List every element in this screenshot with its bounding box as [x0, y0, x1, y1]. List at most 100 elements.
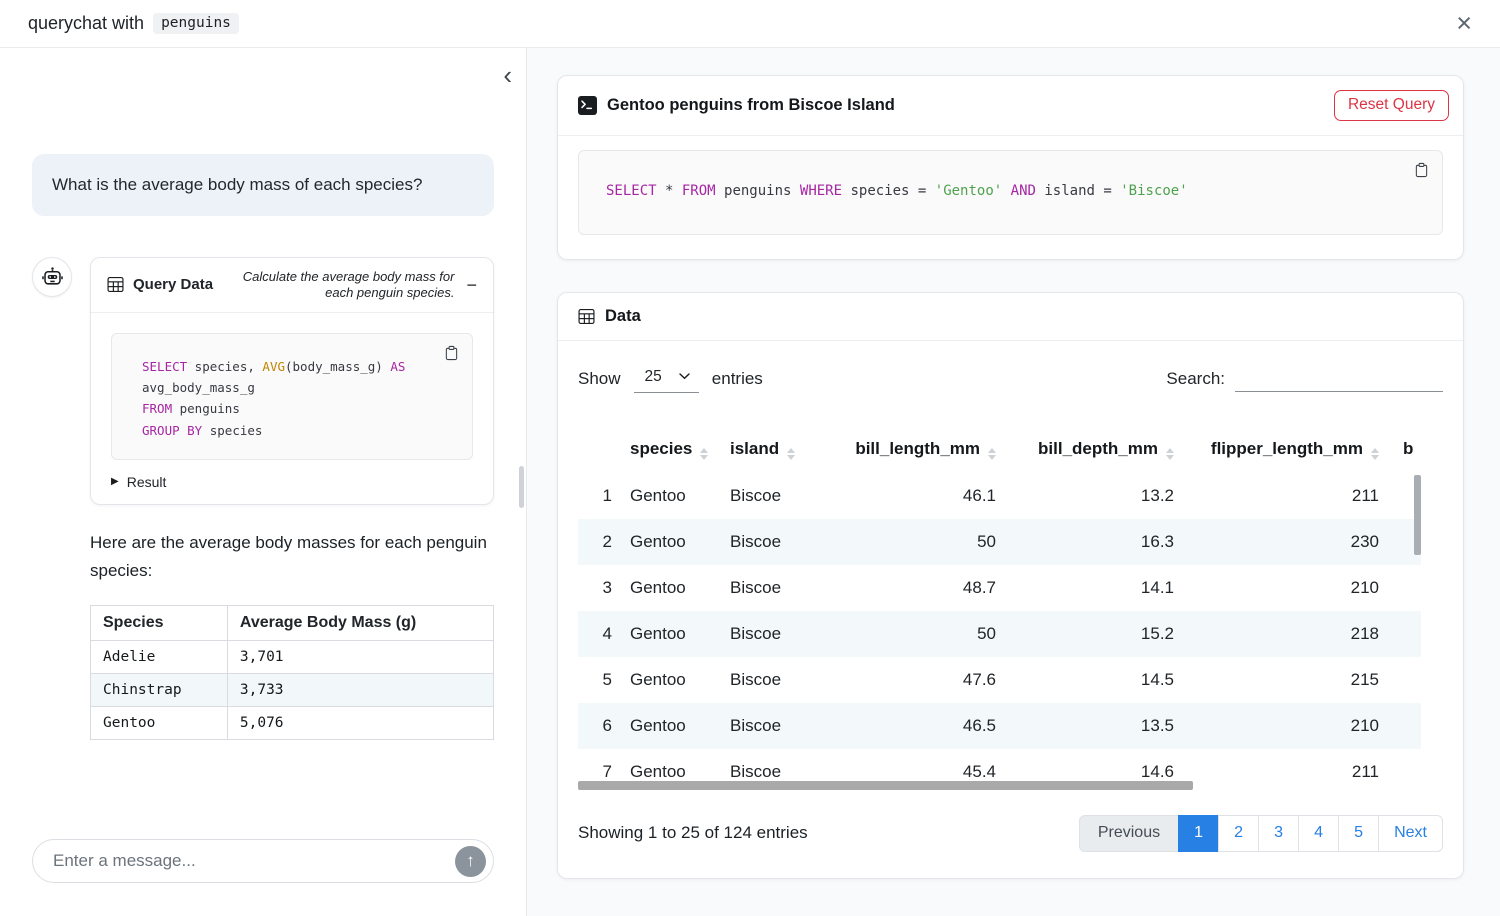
data-table-cell: 16.3 — [1140, 531, 1174, 551]
data-table-cell: 46.1 — [962, 485, 996, 505]
content: ‹ What is the average body mass of each … — [0, 48, 1500, 916]
sql-code-block: SELECT species, AVG(body_mass_g) AS avg_b… — [111, 332, 473, 460]
tool-card-description: Calculate the average body mass for each… — [242, 269, 455, 300]
tool-card-header: Query Data Calculate the average body ma… — [91, 258, 493, 313]
data-table-cell: 210 — [1350, 715, 1379, 735]
page-button-next[interactable]: Next — [1378, 814, 1443, 852]
column-header-flipper_length_mm[interactable]: flipper_length_mm — [1186, 429, 1391, 473]
sql-line: GROUP BY species — [142, 422, 263, 438]
vertical-scrollbar[interactable] — [1414, 474, 1421, 555]
entries-label: entries — [711, 369, 763, 389]
answer-table: Species Average Body Mass (g) Adelie 3,701… — [90, 604, 495, 740]
data-table-cell: 218 — [1350, 623, 1379, 643]
column-header-species[interactable]: species — [618, 429, 718, 473]
data-table-cell — [1391, 611, 1421, 657]
assistant-message: Query Data Calculate the average body ma… — [32, 257, 495, 740]
search-label: Search: — [1166, 369, 1225, 389]
data-table-cell: Biscoe — [730, 577, 782, 597]
page-button-3[interactable]: 3 — [1258, 814, 1300, 852]
data-table-cell: Gentoo — [630, 669, 686, 689]
answer-table-cell: Adelie — [90, 639, 228, 674]
data-table-cell: Gentoo — [630, 485, 686, 505]
data-table-cell: 14.5 — [1140, 669, 1174, 689]
page-length-select[interactable]: 25 — [633, 366, 699, 393]
data-table-row: 2 Gentoo Biscoe 50 16.3 230 — [578, 518, 1421, 565]
page-button-4[interactable]: 4 — [1298, 814, 1340, 852]
data-table-cell: 5 — [602, 669, 612, 689]
answer-table-cell: 3,733 — [226, 672, 495, 707]
page-button-previous[interactable]: Previous — [1078, 814, 1180, 852]
data-table-cell: 45.4 — [962, 761, 996, 781]
page-button-5[interactable]: 5 — [1338, 814, 1380, 852]
tool-card-title: Query Data — [107, 276, 213, 293]
data-table-cell: 210 — [1350, 577, 1379, 597]
topbar: querychat with penguins × — [0, 0, 1500, 48]
table-icon — [107, 276, 124, 293]
data-table-cell: 3 — [602, 577, 612, 597]
horizontal-scrollbar[interactable] — [578, 780, 1194, 790]
data-table-cell: Biscoe — [730, 623, 782, 643]
reset-query-button[interactable]: Reset Query — [1333, 90, 1449, 121]
caret-right-icon: ▶ — [111, 476, 119, 488]
bot-avatar — [32, 257, 72, 298]
main-panel: Gentoo penguins from Biscoe Island Reset… — [527, 48, 1500, 916]
table-controls: Show 25 entries Search: — [578, 366, 1443, 393]
data-table-cell: 1 — [602, 485, 612, 505]
copy-icon[interactable] — [442, 343, 461, 366]
sql-code: SELECT species, AVG(body_mass_g) AS avg_b… — [142, 356, 458, 441]
answer-table-header: Species — [90, 604, 228, 641]
data-table-cell: 211 — [1351, 485, 1379, 505]
data-table-cell: 46.5 — [962, 715, 996, 735]
copy-icon[interactable] — [1412, 160, 1431, 183]
assistant-content: Query Data Calculate the average body ma… — [90, 257, 495, 740]
column-label: b — [1403, 439, 1414, 459]
data-table-cell: 15.2 — [1140, 623, 1174, 643]
data-table-cell: 14.1 — [1140, 577, 1174, 597]
data-table-cell: Gentoo — [630, 531, 686, 551]
data-table-row: 6 Gentoo Biscoe 46.5 13.5 210 — [578, 702, 1421, 749]
chevron-down-icon — [679, 373, 690, 380]
search-input[interactable] — [1235, 366, 1443, 393]
chat-message-input[interactable] — [53, 851, 455, 871]
data-table: species island bill_length_mm bill_depth_mm… — [578, 429, 1421, 793]
data-table-cell: Gentoo — [630, 715, 686, 735]
data-table-cell: Gentoo — [630, 623, 686, 643]
page-button-1[interactable]: 1 — [1178, 814, 1220, 852]
data-table-cell: 13.5 — [1140, 715, 1174, 735]
current-sql-code: SELECT * FROM penguins WHERE species = '… — [606, 180, 1418, 204]
close-icon[interactable]: × — [1456, 8, 1472, 38]
page-button-2[interactable]: 2 — [1218, 814, 1260, 852]
entries-info: Showing 1 to 25 of 124 entries — [578, 823, 808, 843]
collapse-minus-icon[interactable]: − — [466, 274, 477, 295]
column-header-b: b — [1391, 429, 1421, 473]
answer-table-body: Adelie 3,701 Chinstrap 3,733 Gentoo 5,076 — [90, 639, 495, 740]
column-header-island[interactable]: island — [718, 429, 830, 473]
column-label: species — [630, 438, 693, 458]
data-card-body: Show 25 entries Search: — [558, 341, 1463, 878]
chat-input-container: ↑ — [32, 839, 494, 883]
column-header-bill_depth_mm[interactable]: bill_depth_mm — [1008, 429, 1186, 473]
data-table-cell — [1391, 657, 1421, 703]
answer-table-head-row: Species Average Body Mass (g) — [90, 604, 495, 641]
result-disclosure[interactable]: ▶ Result — [111, 474, 473, 490]
column-label: island — [730, 438, 780, 458]
sidebar-scrollbar[interactable] — [519, 466, 524, 508]
result-label: Result — [126, 473, 167, 490]
answer-table-header: Average Body Mass (g) — [226, 604, 495, 641]
data-table-cell: 50 — [977, 531, 996, 551]
data-table-row: 1 Gentoo Biscoe 46.1 13.2 211 — [578, 473, 1421, 519]
data-table-head-row: species island bill_length_mm bill_depth_mm… — [578, 429, 1421, 473]
answer-table-cell: 5,076 — [226, 705, 495, 740]
sort-icon — [1166, 447, 1174, 460]
data-table-cell: Biscoe — [730, 485, 782, 505]
data-table-body: 1 Gentoo Biscoe 46.1 13.2 211 2 Gentoo Biscoe 50 1… — [578, 473, 1421, 793]
data-card-header: Data — [558, 293, 1463, 341]
answer-table-cell: Chinstrap — [90, 672, 228, 707]
column-header-bill_length_mm[interactable]: bill_length_mm — [830, 429, 1008, 473]
sidebar-collapse-icon[interactable]: ‹ — [503, 60, 512, 90]
data-card: Data Show 25 entries Search: — [557, 291, 1464, 879]
data-table-cell: 6 — [602, 715, 612, 735]
send-button[interactable]: ↑ — [455, 845, 486, 877]
data-table-cell: 7 — [602, 761, 612, 781]
